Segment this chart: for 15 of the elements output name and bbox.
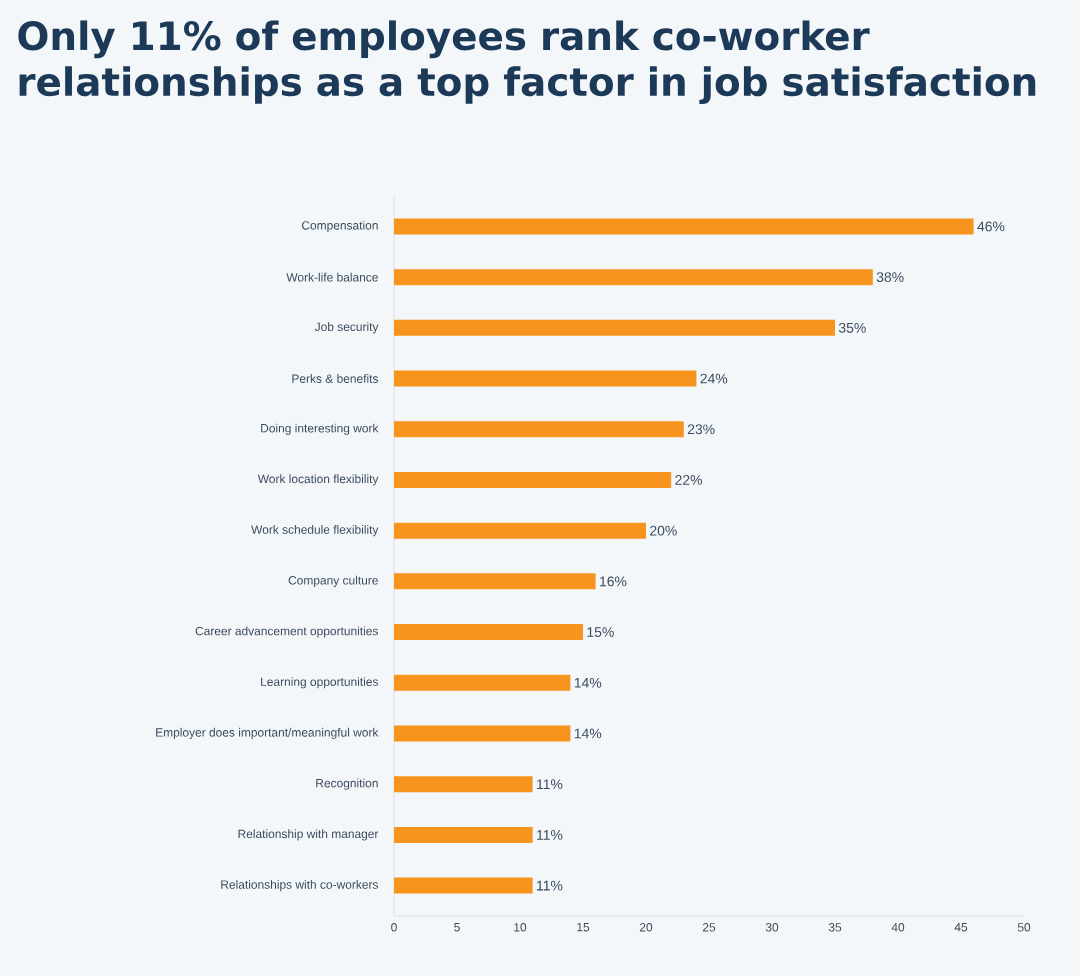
bar	[394, 218, 974, 235]
bar	[394, 269, 873, 286]
bar	[394, 826, 533, 843]
bar	[394, 522, 646, 539]
bar	[394, 725, 571, 742]
bar	[394, 319, 835, 336]
chart-title: Only 11% of employees rank co-worker relationships as a top factor in job satisfaction	[18, 20, 1036, 105]
bar	[394, 674, 571, 691]
bar	[394, 471, 672, 488]
bar	[394, 776, 533, 793]
bar	[394, 624, 583, 641]
bar	[394, 370, 697, 387]
bar	[394, 421, 684, 438]
bar	[394, 877, 533, 894]
bar	[394, 573, 596, 590]
